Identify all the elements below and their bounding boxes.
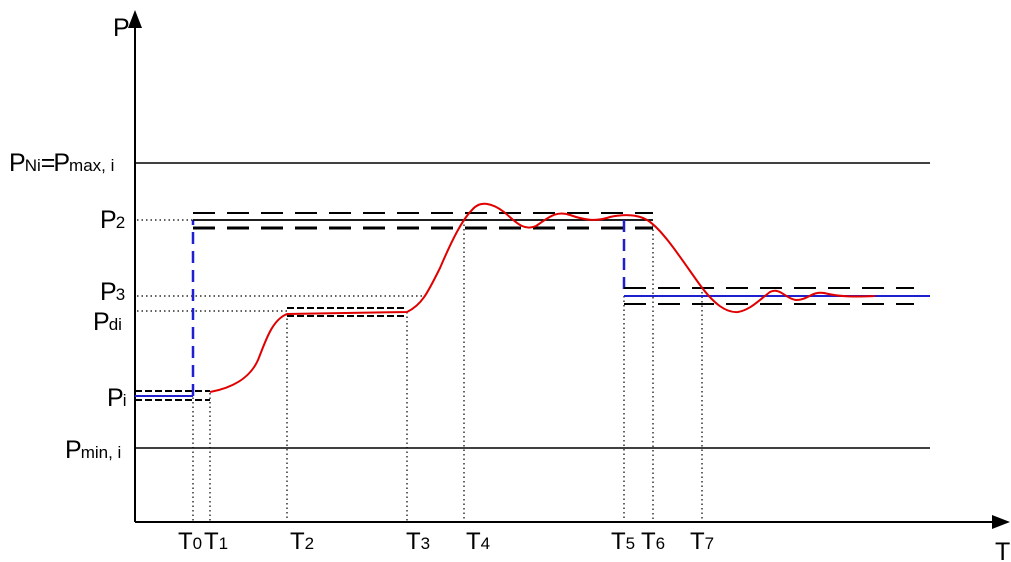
x-axis-label: T	[995, 538, 1010, 562]
pmin-label: Pmin, i	[65, 436, 121, 464]
response-curve	[209, 202, 876, 393]
t3-label: T3	[406, 528, 430, 555]
p3-label: P3	[100, 278, 125, 306]
pni-label: PNi=Pmax, i	[9, 149, 114, 177]
axes	[128, 10, 1010, 529]
limit-lines	[135, 162, 930, 449]
p2-label: P2	[100, 206, 125, 234]
t4-label: T4	[466, 528, 490, 555]
tolerance-bands	[135, 212, 914, 401]
pdi-label: Pdi	[93, 308, 122, 336]
dotted-guides	[137, 219, 703, 522]
t0-label: T0	[178, 528, 202, 555]
x-axis-arrowhead	[992, 515, 1010, 529]
y-axis-arrowhead	[128, 10, 142, 28]
t1-label: T1	[204, 528, 228, 555]
t2-label: T2	[290, 528, 314, 555]
t6-label: T6	[641, 528, 665, 555]
y-axis-label: P	[113, 14, 129, 42]
setpoint-lines	[135, 219, 930, 397]
t7-label: T7	[690, 528, 714, 555]
t5-label: T5	[611, 528, 635, 555]
pi-label: Pi	[107, 384, 126, 412]
